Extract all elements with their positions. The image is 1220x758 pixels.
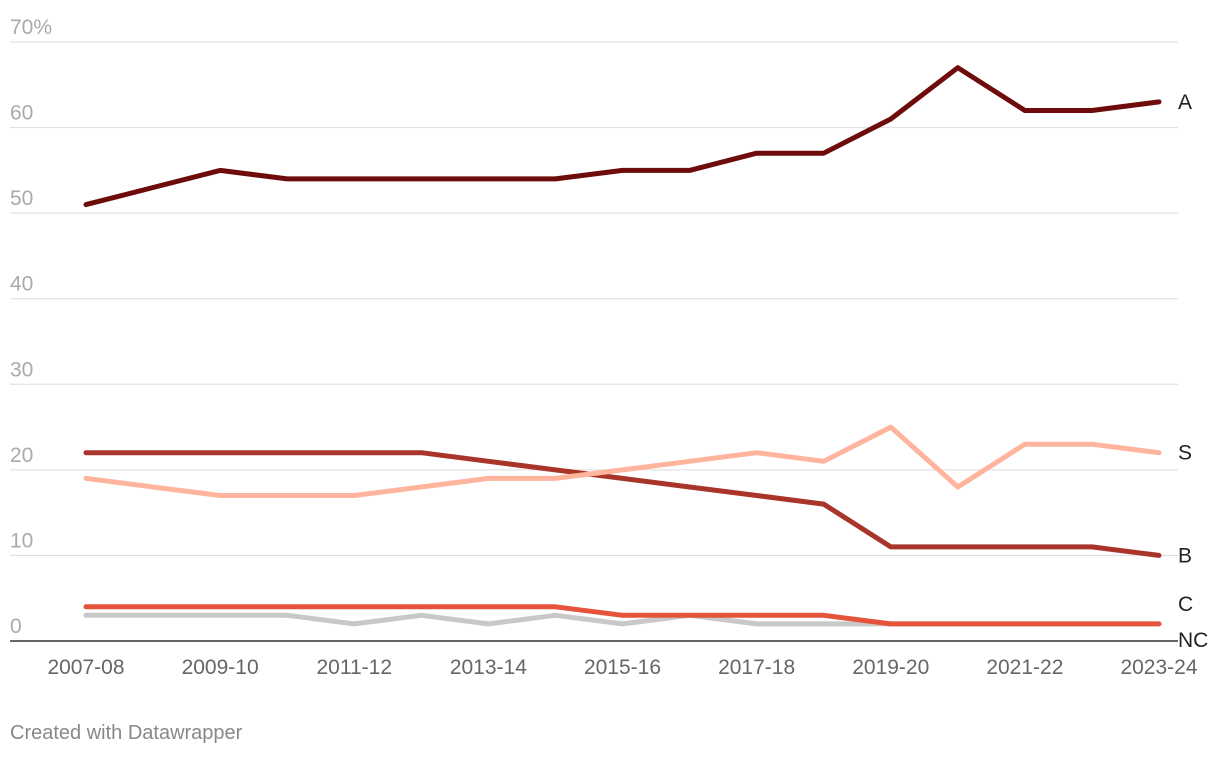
y-tick-label: 40 (10, 273, 33, 296)
x-tick-label: 2013-14 (450, 656, 527, 679)
x-tick-label: 2021-22 (986, 656, 1063, 679)
series-label-s: S (1178, 442, 1192, 465)
y-tick-label: 50 (10, 187, 33, 210)
series-line-a (83, 65, 1162, 208)
series-line-s (83, 424, 1162, 498)
y-tick-label: 60 (10, 102, 33, 125)
series-label-a: A (1178, 91, 1192, 114)
x-tick-label: 2017-18 (718, 656, 795, 679)
x-tick-label: 2007-08 (47, 656, 124, 679)
y-tick-label: 0 (10, 615, 22, 638)
series-label-c: C (1178, 593, 1193, 616)
x-tick-label: 2015-16 (584, 656, 661, 679)
series-labels: A S B C NC (1178, 91, 1208, 652)
y-axis-ticks: 70% 60 50 40 30 20 10 0 (10, 16, 52, 638)
footer-credit: Created with Datawrapper (10, 722, 243, 744)
x-axis-ticks: 2007-08 2009-10 2011-12 2013-14 2015-16 2017-… (47, 656, 1197, 679)
series-line-b (83, 450, 1162, 558)
series-label-b: B (1178, 544, 1192, 567)
x-tick-label: 2019-20 (852, 656, 929, 679)
series-label-nc: NC (1178, 629, 1208, 652)
y-tick-label: 70% (10, 16, 52, 39)
y-tick-label: 10 (10, 529, 33, 552)
x-tick-label: 2023-24 (1120, 656, 1197, 679)
series-line-c (83, 604, 1162, 627)
y-tick-label: 30 (10, 358, 33, 381)
x-tick-label: 2011-12 (316, 656, 392, 679)
series-layer (83, 65, 1162, 627)
x-tick-label: 2009-10 (182, 656, 259, 679)
grid-layer (10, 41, 1178, 642)
y-tick-label: 20 (10, 444, 33, 467)
